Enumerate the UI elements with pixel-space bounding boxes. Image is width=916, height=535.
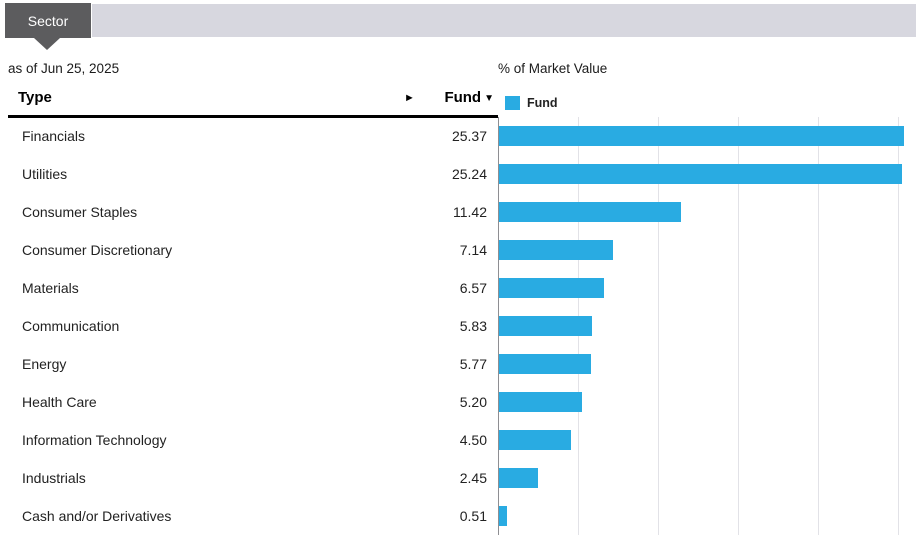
fund-bar [499, 164, 902, 184]
fund-bar [499, 202, 682, 222]
row-label: Health Care [22, 394, 97, 410]
row-label: Information Technology [22, 432, 167, 448]
row-value: 5.83 [459, 318, 487, 334]
table-header-rule [8, 115, 498, 118]
as-of-date: as of Jun 25, 2025 [8, 61, 120, 76]
sort-desc-icon: ▼ [484, 93, 494, 104]
fund-bar [499, 126, 904, 146]
fund-bar [499, 316, 593, 336]
column-header-type[interactable]: Type [18, 89, 52, 106]
row-value: 5.77 [459, 356, 487, 372]
table-row: Energy 5.77 [0, 345, 498, 383]
sector-bar-chart [498, 117, 916, 535]
row-label: Consumer Staples [22, 204, 138, 220]
gridline [738, 117, 739, 535]
table-row: Consumer Staples 11.42 [0, 193, 498, 231]
chart-row [499, 117, 916, 155]
tab-sector[interactable]: Sector [5, 3, 91, 38]
table-row: Information Technology 4.50 [0, 421, 498, 459]
fund-legend-label: Fund [527, 96, 558, 110]
chart-row [499, 193, 916, 231]
fund-bar [499, 354, 592, 374]
column-header-fund-label: Fund [444, 89, 482, 106]
fund-bar [499, 468, 539, 488]
row-value: 0.51 [459, 508, 487, 524]
table-row: Cash and/or Derivatives 0.51 [0, 497, 498, 535]
fund-bar [499, 430, 571, 450]
table-row: Financials 25.37 [0, 117, 498, 155]
gridline [898, 117, 899, 535]
fund-bar [499, 240, 613, 260]
chart-row [499, 345, 916, 383]
chart-row [499, 269, 916, 307]
gridline [818, 117, 819, 535]
row-label: Energy [22, 356, 67, 372]
row-value: 6.57 [459, 280, 487, 296]
row-label: Materials [22, 280, 79, 296]
chart-bars [499, 117, 916, 535]
row-label: Communication [22, 318, 120, 334]
row-label: Utilities [22, 166, 68, 182]
row-label: Cash and/or Derivatives [22, 508, 172, 524]
gridline [658, 117, 659, 535]
row-value: 25.37 [451, 128, 487, 144]
column-expand-icon[interactable]: ► [404, 92, 415, 104]
row-label: Industrials [22, 470, 86, 486]
fund-bar [499, 506, 508, 526]
table-row: Health Care 5.20 [0, 383, 498, 421]
table-row: Communication 5.83 [0, 307, 498, 345]
chart-row [499, 497, 916, 535]
table-row: Utilities 25.24 [0, 155, 498, 193]
chart-row [499, 383, 916, 421]
table-row: Industrials 2.45 [0, 459, 498, 497]
row-value: 5.20 [459, 394, 487, 410]
chart-legend: Fund [505, 96, 558, 110]
row-value: 11.42 [453, 204, 487, 220]
column-header-fund[interactable]: Fund ▼ [444, 90, 494, 106]
chart-row [499, 421, 916, 459]
fund-bar [499, 278, 604, 298]
row-label: Consumer Discretionary [22, 242, 173, 258]
chart-axis-line [498, 117, 499, 535]
chart-row [499, 155, 916, 193]
fund-bar [499, 392, 582, 412]
chart-title: % of Market Value [498, 61, 608, 76]
row-value: 4.50 [459, 432, 487, 448]
chart-row [499, 231, 916, 269]
active-tab-pointer [34, 38, 60, 50]
tab-bar [92, 4, 916, 37]
row-value: 7.14 [459, 242, 487, 258]
table-row: Consumer Discretionary 7.14 [0, 231, 498, 269]
row-label: Financials [22, 128, 86, 144]
fund-legend-swatch [505, 96, 520, 110]
row-value: 2.45 [459, 470, 487, 486]
chart-row [499, 459, 916, 497]
row-value: 25.24 [451, 166, 487, 182]
chart-row [499, 307, 916, 345]
table-row: Materials 6.57 [0, 269, 498, 307]
sector-table-rows: Financials 25.37 Utilities 25.24 Consumer St… [0, 117, 498, 535]
